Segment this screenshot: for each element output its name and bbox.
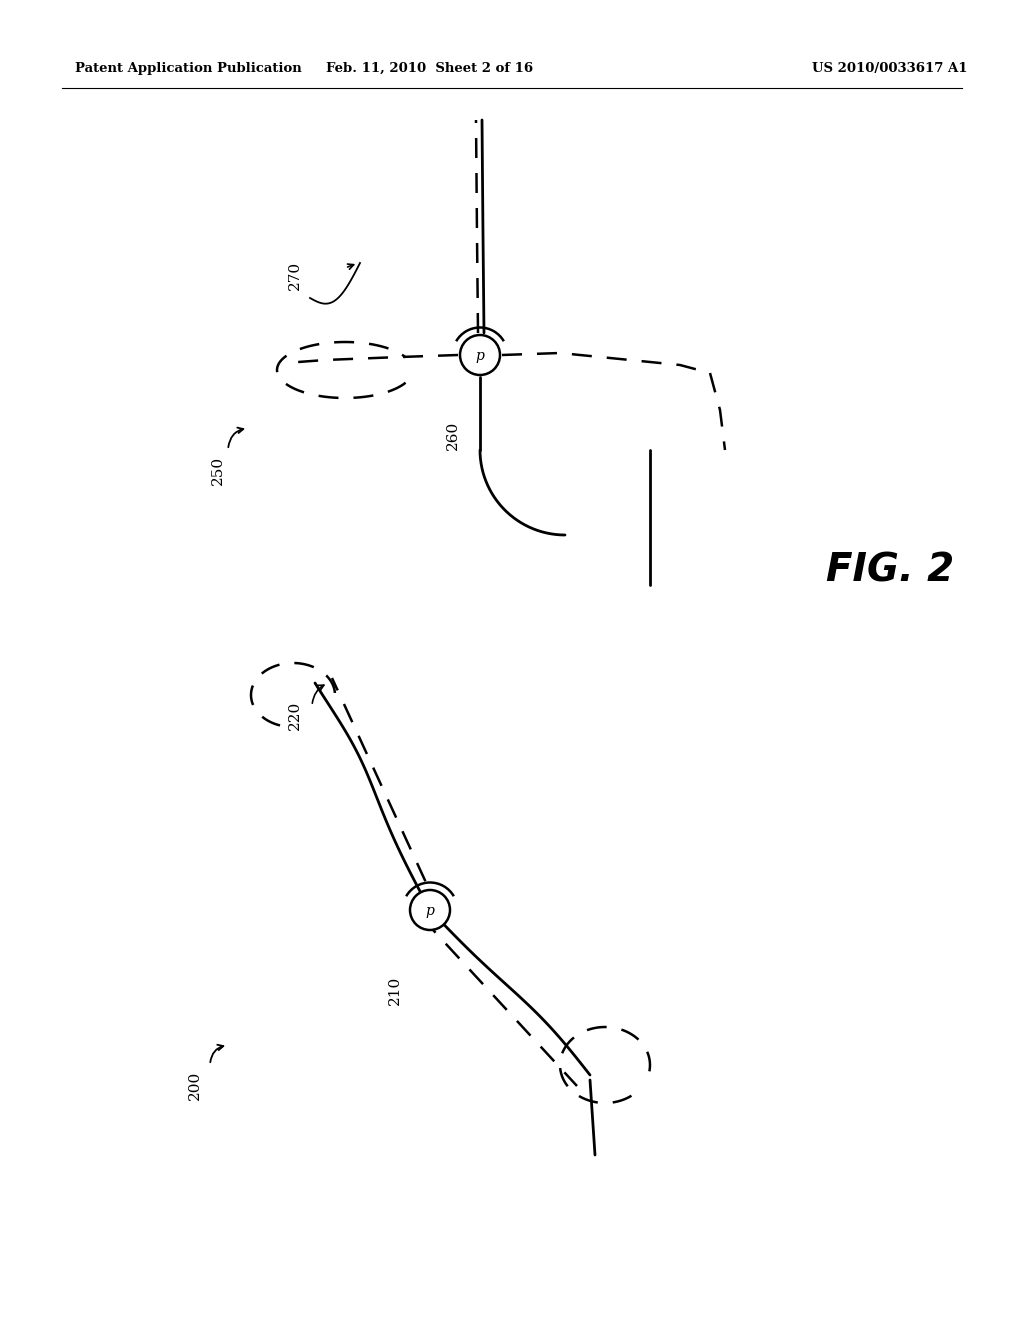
Circle shape [410,890,450,931]
Text: 200: 200 [188,1071,202,1100]
Text: 220: 220 [288,701,302,730]
Text: 250: 250 [211,455,225,484]
Circle shape [460,335,500,375]
Text: p: p [426,904,434,917]
Text: 270: 270 [288,260,302,289]
Text: Patent Application Publication: Patent Application Publication [75,62,302,75]
Text: 210: 210 [388,975,402,1005]
Text: 260: 260 [446,420,460,450]
Text: p: p [475,348,484,363]
Text: US 2010/0033617 A1: US 2010/0033617 A1 [812,62,968,75]
Text: Feb. 11, 2010  Sheet 2 of 16: Feb. 11, 2010 Sheet 2 of 16 [327,62,534,75]
Text: FIG. 2: FIG. 2 [826,550,954,589]
